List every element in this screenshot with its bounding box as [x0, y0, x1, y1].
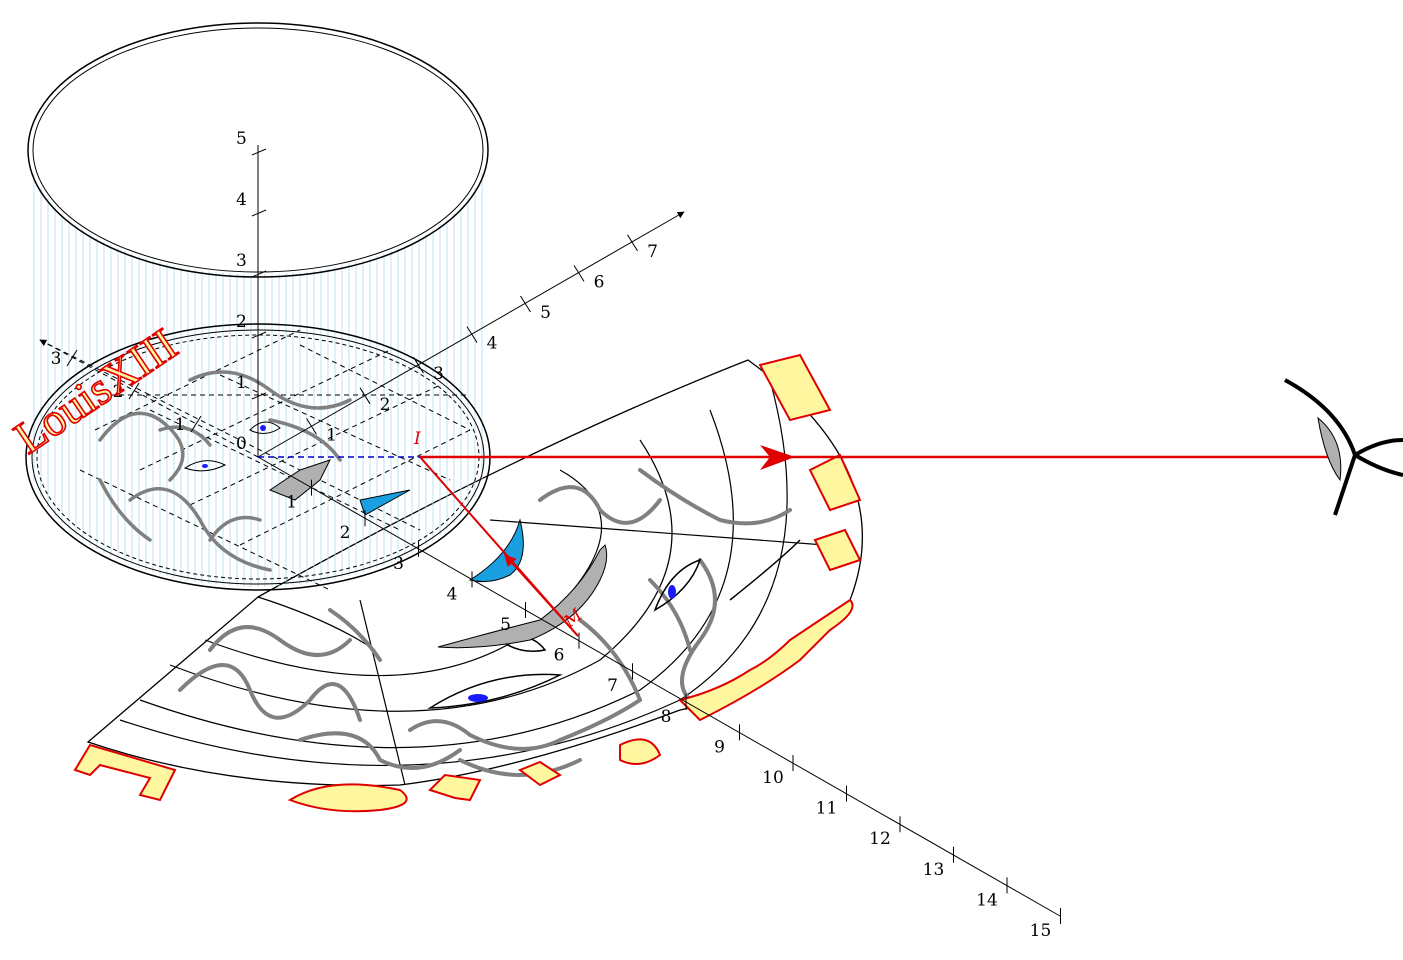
main-axis-tick-label: 15 [1030, 921, 1052, 941]
right-axis-tick-label: 1 [326, 425, 337, 445]
main-axis-tick-label: 7 [607, 676, 618, 696]
main-axis-tick-label: 3 [393, 554, 404, 574]
ray-M-to-mirror [504, 554, 579, 637]
anamorphic-letter-S [619, 738, 662, 765]
axis-ticks [66, 148, 1061, 924]
left-axis-tick-label: 3 [51, 349, 62, 369]
right-axis-tick-label: 2 [380, 395, 391, 415]
right-axis [257, 211, 685, 458]
vertical-axis-tick-label: 4 [236, 190, 247, 210]
point-I-label: I [413, 429, 421, 449]
right-axis-tick-label: 4 [487, 334, 498, 354]
right-axis-tick [627, 234, 638, 252]
cylinder-text: LouisXIII [5, 318, 186, 463]
anamorphic-image [73, 353, 863, 813]
main-axis-tick-label: 2 [340, 523, 351, 543]
anamorphic-letter-X [678, 598, 854, 722]
base-eye-left [202, 464, 208, 468]
anamorphic-curved-grid [119, 379, 826, 786]
anamorphic-letter-I1 [517, 760, 563, 787]
main-axis-tick-label: 4 [447, 584, 458, 604]
main-axis [257, 456, 1061, 917]
left-axis-tick [128, 382, 140, 400]
anamorphic-eye-left [468, 694, 488, 702]
vertical-axis-tick [251, 331, 267, 339]
right-axis-tick [466, 326, 478, 343]
vertical-axis-tick-label: 5 [236, 129, 247, 149]
left-axis-tick [66, 349, 78, 367]
main-axis-tick-label: 13 [923, 860, 945, 880]
base-blue-shape [359, 489, 411, 516]
main-axis-tick-label: 8 [661, 707, 672, 727]
base-eye-right [260, 425, 266, 431]
anamorphic-letters [73, 353, 862, 813]
vertical-axis-tick-label: 2 [236, 312, 247, 332]
anamorphic-letter-O [287, 783, 408, 813]
cylinder-base-image [39, 329, 471, 591]
axes [39, 145, 1061, 917]
main-axis-tick-label: 12 [869, 829, 891, 849]
main-axis-tick-label: 9 [714, 737, 725, 757]
main-axis-tick-label: 6 [554, 646, 565, 666]
base-grey-curves [98, 370, 352, 572]
right-axis-tick-label: 7 [647, 242, 658, 262]
anamorphic-letter-U [428, 773, 482, 802]
right-axis-tick [413, 356, 424, 374]
left-axis-tick-label: 1 [175, 415, 186, 435]
vertical-axis-tick [251, 392, 267, 400]
vertical-axis-tick [251, 270, 267, 278]
vertical-axis-tick [251, 209, 267, 217]
right-axis-tick-label: 5 [540, 303, 551, 323]
vertical-axis-tick-label: 0 [236, 434, 247, 454]
vertical-axis-tick-label: 3 [236, 251, 247, 271]
right-axis-tick-label: 3 [433, 364, 444, 384]
ray-arrowhead [760, 445, 795, 470]
anamorphic-letter-I4 [758, 353, 832, 422]
anamorphic-grey-shape [437, 544, 608, 649]
rays [258, 445, 1335, 637]
right-axis-tick [573, 265, 585, 282]
right-axis-tick-label: 6 [594, 272, 605, 292]
main-axis-tick-label: 14 [976, 890, 998, 910]
anamorphic-eye-right [668, 585, 676, 599]
anamorphic-eye-lines [427, 539, 801, 709]
eye-icon [1284, 378, 1403, 516]
right-axis-tick [306, 418, 317, 435]
right-axis-tick [359, 387, 371, 405]
left-axis-tick-label: 2 [113, 382, 124, 402]
base-grey-shape [268, 459, 331, 501]
vertical-axis-tick-label: 1 [236, 373, 247, 393]
main-axis-tick-label: 11 [816, 799, 838, 819]
anamorphic-letter-I2 [813, 528, 862, 572]
anamorphic-letter-I3 [808, 453, 862, 512]
vertical-axis-tick [251, 148, 267, 156]
main-axis-tick-label: 1 [286, 493, 297, 513]
anamorphic-grey-curves [178, 468, 792, 777]
anamorphic-letter-L [73, 743, 177, 802]
right-axis-tick [520, 295, 531, 313]
left-axis-tick [190, 415, 202, 433]
main-axis-tick-label: 10 [762, 768, 784, 788]
main-axis-tick-label: 5 [500, 615, 511, 635]
